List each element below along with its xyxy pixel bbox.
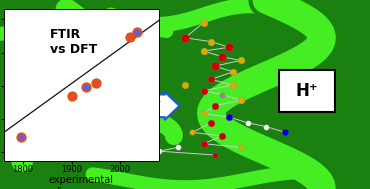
Point <box>127 35 133 38</box>
Text: H⁺: H⁺ <box>296 82 319 100</box>
Point <box>134 31 140 34</box>
Point <box>93 81 99 84</box>
Point <box>134 31 140 34</box>
Point <box>18 136 24 139</box>
FancyArrow shape <box>131 92 179 120</box>
Point <box>83 85 89 88</box>
Point <box>18 136 24 139</box>
Text: FTIR
vs DFT: FTIR vs DFT <box>50 28 98 56</box>
Point <box>93 81 99 84</box>
Point <box>69 94 75 97</box>
X-axis label: experimental
frequency: experimental frequency <box>49 175 114 189</box>
Point <box>69 94 75 97</box>
FancyBboxPatch shape <box>279 70 335 112</box>
Point <box>83 85 89 88</box>
Point <box>127 35 133 38</box>
Text: H⁺: H⁺ <box>138 97 162 115</box>
